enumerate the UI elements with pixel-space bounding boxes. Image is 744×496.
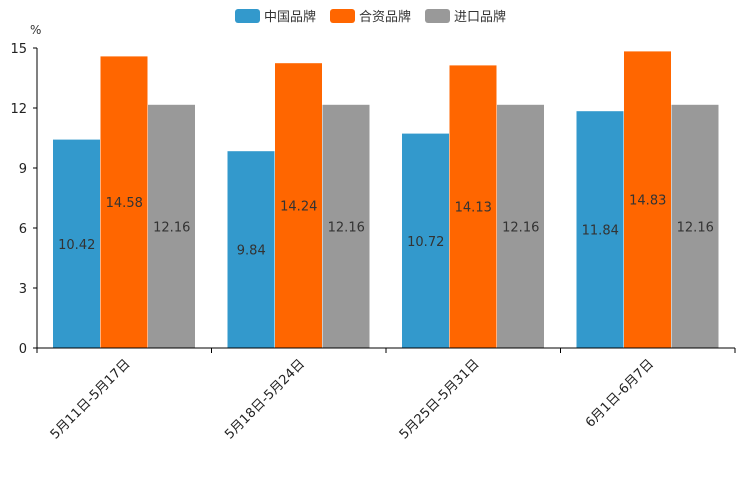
x-category-label: 6月1日-6月7日	[583, 357, 657, 431]
data-label: 12.16	[328, 220, 365, 235]
x-category-label: 5月25日-5月31日	[397, 357, 483, 443]
legend-label: 合资品牌	[359, 9, 411, 25]
bar	[624, 51, 671, 349]
data-label: 12.16	[677, 220, 714, 235]
data-label: 11.84	[582, 224, 619, 239]
y-axis: 0 3 6 9 12 15	[10, 42, 38, 357]
legend-swatch	[330, 9, 355, 23]
bars	[53, 51, 719, 349]
bar	[148, 104, 195, 348]
data-label: 14.13	[455, 201, 492, 216]
data-label: 12.16	[502, 220, 539, 235]
bar	[576, 111, 624, 348]
y-tick-label: 12	[10, 102, 27, 117]
legend: 中国品牌 合资品牌 进口品牌	[235, 9, 506, 25]
y-tick-label: 15	[10, 42, 27, 57]
bar	[402, 133, 449, 348]
bar	[497, 104, 544, 348]
bar	[275, 63, 322, 348]
y-tick-label: 0	[19, 342, 27, 357]
bar	[322, 104, 370, 348]
legend-swatch	[235, 9, 260, 23]
data-label: 14.83	[629, 194, 666, 209]
data-label: 10.42	[58, 238, 95, 253]
data-label: 9.84	[237, 244, 266, 259]
bar	[100, 56, 148, 349]
value-labels: 10.42 14.58 12.16 9.84 14.24 12.16 10.72 14.13 1…	[58, 194, 714, 259]
data-label: 12.16	[153, 220, 190, 235]
legend-swatch	[425, 9, 450, 23]
y-tick-label: 3	[19, 282, 27, 297]
x-axis: 5月11日-5月17日 5月18日-5月24日 5月25日-5月31日 6月1日-6月…	[36, 347, 736, 443]
legend-label: 进口品牌	[454, 9, 506, 25]
y-axis-unit-label: %	[30, 23, 41, 37]
y-tick-label: 9	[19, 162, 27, 177]
data-label: 10.72	[407, 235, 444, 250]
legend-label: 中国品牌	[264, 9, 316, 25]
bar	[449, 65, 497, 349]
x-category-label: 5月18日-5月24日	[222, 357, 308, 443]
bar	[671, 104, 719, 348]
data-label: 14.24	[280, 200, 317, 215]
x-category-label: 5月11日-5月17日	[48, 357, 134, 443]
y-tick-label: 6	[19, 222, 27, 237]
bar	[53, 139, 100, 348]
data-label: 14.58	[106, 196, 143, 211]
bar	[227, 151, 275, 348]
